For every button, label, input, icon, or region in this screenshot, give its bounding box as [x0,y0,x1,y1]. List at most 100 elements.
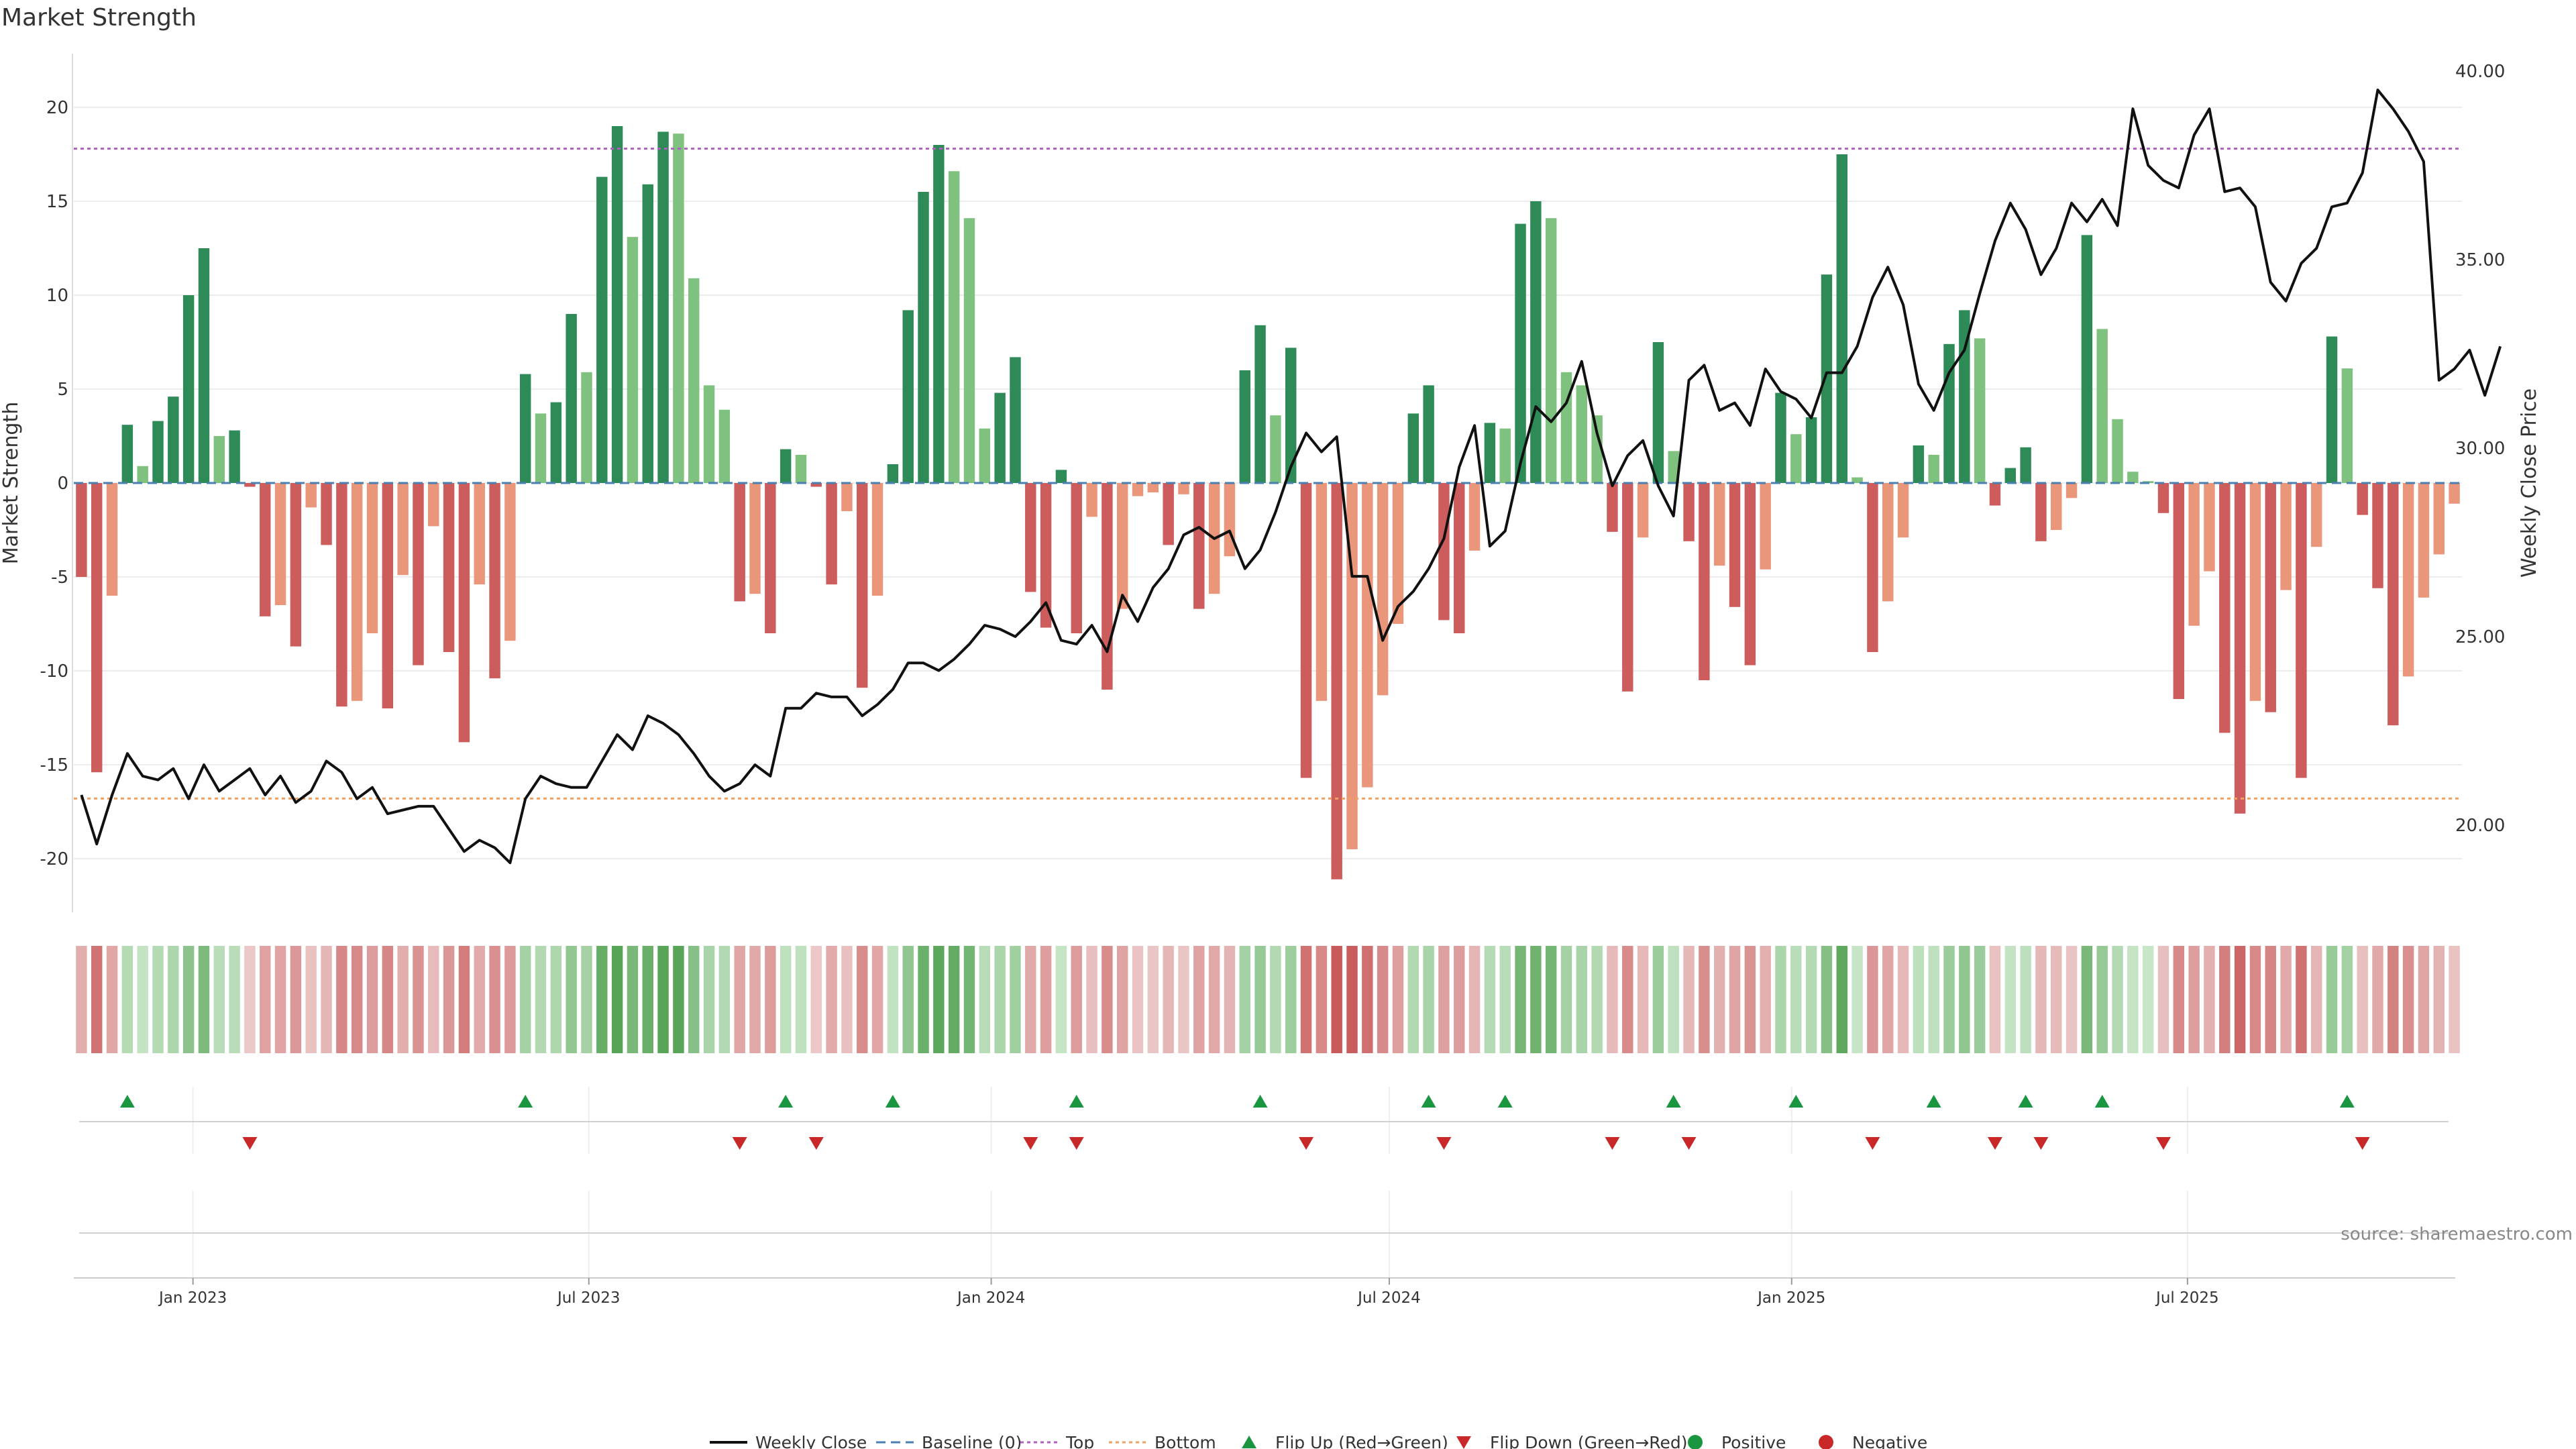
heat-cell [1499,946,1511,1053]
strength-bar [1040,483,1052,628]
heat-cell [1652,946,1664,1053]
heat-cell [1515,946,1526,1053]
date-tick-label: Jan 2023 [158,1289,227,1307]
flip-down-marker [2355,1137,2370,1150]
heat-cell [1316,946,1328,1053]
heat-cell [1591,946,1603,1053]
heat-cell [2402,946,2414,1053]
heat-cell [887,946,899,1053]
flip-up-marker [518,1095,533,1108]
y-axis-label: Market Strength [0,402,23,564]
strength-bar [443,483,455,652]
strength-bar [857,483,868,688]
strength-bar [2096,329,2108,483]
heat-cell [1147,946,1159,1053]
strength-bar [321,483,332,545]
heat-cell [1560,946,1572,1053]
legend-item: Flip Up (Red→Green) [1242,1433,1448,1449]
heat-cell [382,946,394,1053]
heat-cell [519,946,531,1053]
heat-cell [413,946,424,1053]
strength-bar [596,176,608,483]
strength-bar [1224,483,1236,557]
heat-cell [2418,946,2430,1053]
legend-label: Top [1065,1433,1094,1449]
heat-cell [994,946,1006,1053]
heat-cell [1928,946,1939,1053]
strength-bar [2372,483,2383,588]
heat-cell [1300,946,1312,1053]
y2-tick-label: 30.00 [2455,439,2505,459]
strength-bar [428,483,439,527]
strength-bar [152,421,164,483]
strength-bar [1454,483,1465,633]
heat-cell [1208,946,1220,1053]
strength-bar [1499,428,1511,483]
strength-bar [1668,451,1679,483]
heat-cell [581,946,592,1053]
strength-bar [213,436,225,483]
heat-cell [1025,946,1036,1053]
flip-up-marker [885,1095,900,1108]
heat-cell [474,946,485,1053]
strength-bar [566,314,577,483]
strength-bar [519,374,531,483]
y-axis-right: 20.00 25.00 30.00 35.00 40.00 [2455,62,2505,836]
heat-cell [1285,946,1297,1053]
strength-bar [1790,434,1802,483]
strength-bar [1086,483,1097,517]
y-tick-label: 10 [46,286,68,306]
heat-cell [1836,946,1847,1053]
heat-cell [550,946,562,1053]
heat-cell [397,946,409,1053]
flip-down-marker [808,1137,824,1150]
flip-up-marker [1069,1095,1084,1108]
heat-cell [2372,946,2383,1053]
heat-cell [1545,946,1557,1053]
heat-cell [1377,946,1389,1053]
heat-cell [1530,946,1542,1053]
heat-cell [1867,946,1878,1053]
heat-cell [2387,946,2399,1053]
strength-bar [2020,447,2031,483]
strength-bar [887,464,899,483]
heat-cell [274,946,286,1053]
strength-bar [1300,483,1312,778]
heat-cell [1882,946,1894,1053]
heat-cell [1116,946,1128,1053]
heat-cell [229,946,240,1053]
heat-cell [428,946,439,1053]
heat-cell [1423,946,1434,1053]
heat-cell [734,946,745,1053]
strength-bar [366,483,378,633]
heat-cell [2433,946,2445,1053]
heat-cell [2296,946,2307,1053]
strength-bar [504,483,516,641]
heat-cell [504,946,516,1053]
heat-cell [260,946,271,1053]
heat-cell [1010,946,1021,1053]
flip-down-marker [1299,1137,1314,1150]
strength-bar [2081,235,2093,483]
heat-cell [1637,946,1649,1053]
flip-markers-panel [74,1087,2455,1279]
heat-cell [1974,946,1986,1053]
strength-bar [718,409,731,483]
heat-cell [137,946,148,1053]
heat-cell [1346,946,1358,1053]
strength-bar [1989,483,2001,506]
y-tick-label: -5 [51,568,68,588]
y-tick-label: 5 [57,380,68,400]
strength-bar [1270,415,1281,483]
strength-bar [229,430,240,483]
circle-red-icon [1819,1435,1833,1449]
strength-bar [994,392,1006,483]
heat-cell [673,946,684,1053]
heat-cell [1744,946,1756,1053]
heat-cell [1392,946,1404,1053]
strength-bar [106,483,118,596]
strength-bar [397,483,409,576]
heat-cell [2081,946,2093,1053]
heat-cell [2142,946,2154,1053]
heat-cell [1821,946,1833,1053]
